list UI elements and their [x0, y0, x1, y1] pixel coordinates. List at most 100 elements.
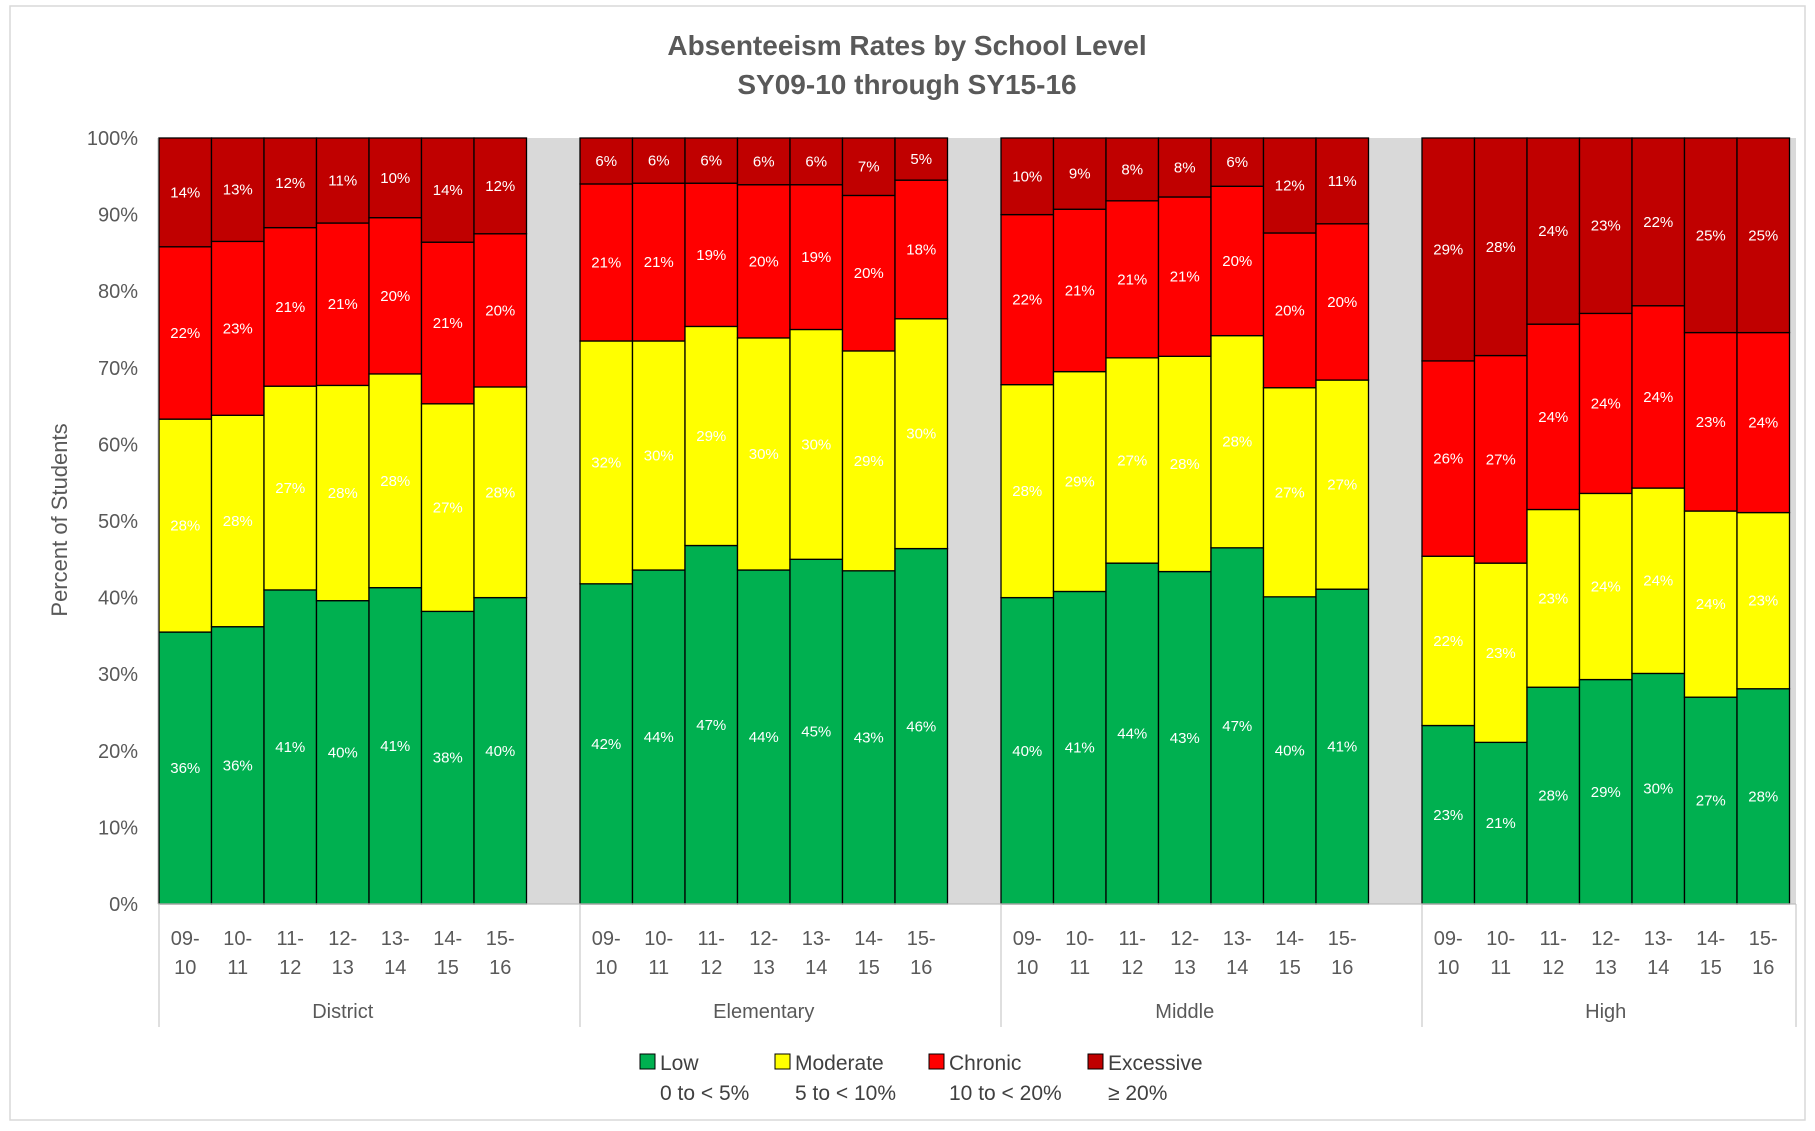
data-label-low: 27% [1696, 793, 1726, 810]
data-label-chronic: 26% [1433, 451, 1463, 468]
bar-segment-excessive [1578, 137, 1633, 315]
group-separator-band [1368, 138, 1422, 904]
data-label-low: 36% [170, 760, 200, 777]
group-background-bands [526, 138, 1796, 904]
data-label-moderate: 22% [1433, 633, 1463, 650]
data-label-low: 28% [1538, 788, 1568, 805]
y-tick-label: 30% [98, 664, 138, 686]
bar-segment-low [1683, 696, 1738, 905]
bar-segment-excessive [894, 137, 949, 181]
x-tick-label: 12- [749, 928, 778, 950]
x-tick-label: 11 [1069, 957, 1090, 979]
x-tick-label: 13- [1223, 928, 1252, 950]
data-label-excessive: 25% [1748, 227, 1778, 244]
data-label-low: 38% [433, 750, 463, 767]
x-tick-label: 12 [1542, 957, 1564, 979]
bar-segment-excessive [736, 137, 791, 186]
legend: Low 0 to < 5% Moderate 5 to < 10% Chronic 10 … [639, 1052, 1203, 1105]
x-tick-label: 16 [489, 957, 511, 979]
bar-segment-chronic [158, 246, 213, 420]
data-label-moderate: 23% [1538, 590, 1568, 607]
group-label: Middle [1155, 1001, 1214, 1023]
data-label-low: 46% [906, 718, 936, 735]
data-label-moderate: 28% [170, 518, 200, 535]
data-label-chronic: 24% [1643, 389, 1673, 406]
x-tick-label: 16 [1331, 957, 1353, 979]
data-label-chronic: 20% [485, 302, 515, 319]
data-label-chronic: 21% [1065, 282, 1095, 299]
bar-segment-excessive [1000, 137, 1055, 216]
bar-segment-moderate [210, 414, 265, 628]
bar-segment-low [1052, 590, 1107, 905]
data-label-excessive: 23% [1591, 218, 1621, 235]
bar-segment-excessive [368, 137, 423, 219]
bar-segment-chronic [315, 222, 370, 387]
data-label-chronic: 23% [223, 320, 253, 337]
data-label-chronic: 22% [1012, 292, 1042, 309]
data-label-moderate: 27% [1327, 477, 1357, 494]
data-label-low: 40% [1275, 742, 1305, 759]
x-tick-label: 15 [858, 957, 880, 979]
x-tick-label: 14 [1226, 957, 1248, 979]
bar-segment-excessive [1473, 137, 1528, 357]
data-label-chronic: 24% [1591, 395, 1621, 412]
data-label-moderate: 27% [275, 480, 305, 497]
bar-segment-excessive [158, 137, 213, 248]
data-label-excessive: 10% [1012, 168, 1042, 185]
data-label-chronic: 20% [380, 288, 410, 305]
bar-segment-chronic [894, 179, 949, 320]
x-tick-label: 12- [1591, 928, 1620, 950]
bar-segment-chronic [210, 240, 265, 416]
x-tick-label: 12- [1170, 928, 1199, 950]
x-tick-label: 14- [433, 928, 462, 950]
x-tick-label: 13- [1644, 928, 1673, 950]
x-tick-label: 15- [1749, 928, 1778, 950]
bar-segment-excessive [210, 137, 265, 243]
data-label-low: 43% [854, 729, 884, 746]
group-label: Elementary [713, 1001, 814, 1023]
data-label-moderate: 27% [1275, 484, 1305, 501]
data-label-low: 47% [1222, 718, 1252, 735]
data-label-low: 40% [1012, 743, 1042, 760]
x-tick-label: 11 [227, 957, 248, 979]
x-tick-label: 09- [592, 928, 621, 950]
bar-segment-moderate [1105, 357, 1160, 564]
bar-segment-excessive [841, 137, 896, 197]
data-label-moderate: 28% [328, 485, 358, 502]
chart-title: Absenteeism Rates by School Level [667, 30, 1146, 61]
legend-swatch-excessive [1087, 1053, 1104, 1070]
data-label-excessive: 11% [328, 173, 357, 190]
data-label-chronic: 21% [644, 254, 674, 271]
bar-segment-moderate [315, 384, 370, 602]
x-tick-label: 10- [1065, 928, 1094, 950]
data-label-chronic: 22% [170, 325, 200, 342]
legend-range-moderate: 5 to < 10% [795, 1082, 896, 1105]
bar-segment-chronic [736, 184, 791, 339]
data-label-excessive: 22% [1643, 214, 1673, 231]
legend-swatch-low [639, 1053, 656, 1070]
x-tick-label: 13 [1174, 957, 1196, 979]
bar-segment-moderate [684, 325, 739, 547]
data-label-chronic: 20% [854, 265, 884, 282]
bar-segment-chronic [473, 233, 528, 388]
data-label-chronic: 20% [1327, 294, 1357, 311]
group-label: District [312, 1001, 374, 1023]
x-tick-label: 13 [753, 957, 775, 979]
bar-segment-moderate [1210, 334, 1265, 549]
x-tick-label: 11- [277, 928, 304, 950]
data-label-chronic: 19% [801, 249, 831, 266]
x-tick-label: 12 [1121, 957, 1143, 979]
bar-segment-low [1473, 741, 1528, 905]
bar-segment-low [1631, 672, 1686, 905]
data-label-low: 44% [749, 729, 779, 746]
x-tick-label: 15 [1279, 957, 1301, 979]
data-label-low: 29% [1591, 784, 1621, 801]
bar-segment-excessive [579, 137, 634, 185]
bar-segment-excessive [1683, 137, 1738, 334]
x-tick-label: 09- [1013, 928, 1042, 950]
x-tick-label: 12- [328, 928, 357, 950]
data-label-excessive: 5% [910, 151, 932, 168]
data-label-chronic: 24% [1538, 409, 1568, 426]
data-label-low: 42% [591, 736, 621, 753]
y-tick-label: 70% [98, 358, 138, 380]
